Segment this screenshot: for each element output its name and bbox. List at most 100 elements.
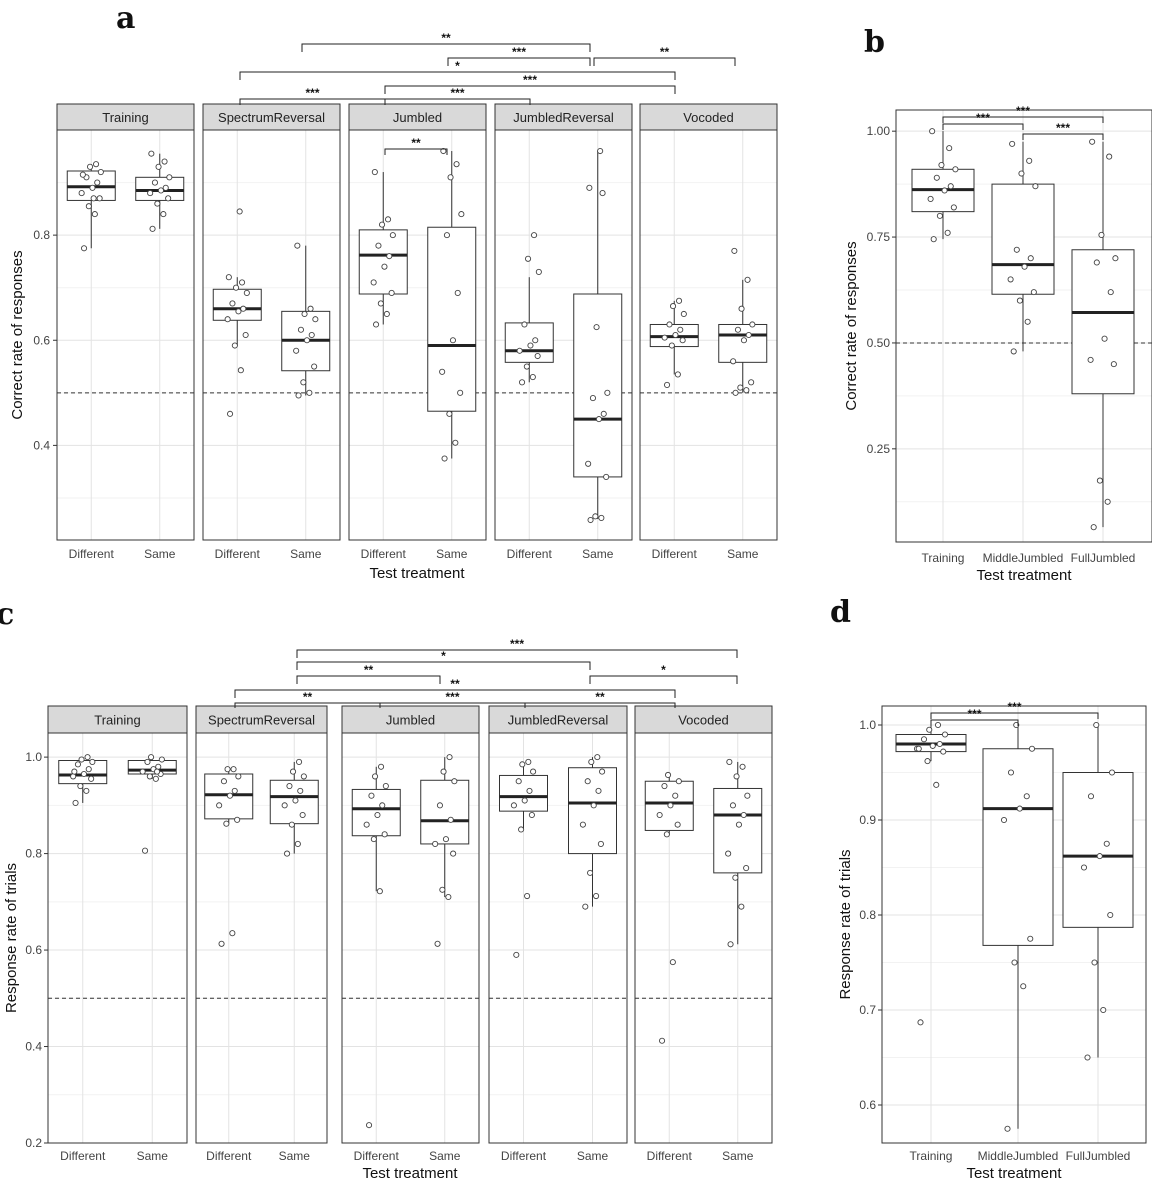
data-point (446, 410, 453, 417)
data-point (1013, 246, 1020, 253)
chart-root: Training Different Same 0.4 0.6 0.8 SpectrumRe… (3, 31, 1152, 1182)
data-point (81, 245, 88, 252)
data-point (218, 940, 225, 947)
box-Different (204, 766, 254, 947)
data-point (523, 363, 530, 370)
data-point (670, 303, 677, 310)
data-point (231, 787, 238, 794)
data-point (587, 869, 594, 876)
bracket-line (589, 675, 738, 684)
data-point (941, 187, 948, 194)
panel-border (881, 705, 1147, 1144)
data-point (675, 778, 682, 785)
data-point (225, 274, 232, 281)
data-point (744, 276, 751, 283)
data-point (725, 850, 732, 857)
facet-c-2: Jumbled Different Same (341, 705, 480, 1163)
data-point (454, 289, 461, 296)
panel-border (895, 109, 1152, 543)
data-point (286, 783, 293, 790)
data-point (295, 758, 303, 765)
data-point (595, 416, 603, 423)
data-point (920, 736, 928, 743)
data-point (1000, 816, 1008, 824)
data-point (226, 792, 233, 799)
box-Same (713, 758, 763, 948)
data-point (384, 216, 392, 223)
facet-c-3: JumbledReversal Different Same (488, 705, 628, 1163)
data-point (526, 787, 533, 794)
x-tick-label: Same (279, 1149, 311, 1163)
data-point (146, 773, 153, 780)
data-point (235, 773, 242, 780)
data-point (1096, 477, 1103, 484)
data-point (672, 331, 679, 339)
data-point (441, 455, 448, 462)
data-point (677, 326, 684, 333)
facet-a-3: JumbledReversal Different Same (494, 103, 633, 561)
data-point (93, 161, 100, 168)
data-point (933, 781, 940, 788)
data-point (519, 761, 526, 768)
y-tick-label: 0.7 (859, 1003, 876, 1017)
facet-strip-label: JumbledReversal (508, 713, 609, 728)
data-point (1010, 348, 1017, 355)
bracket-line (1022, 133, 1104, 140)
facet-strip-label: JumbledReversal (513, 110, 614, 125)
data-point (216, 802, 223, 809)
data-point (1093, 259, 1100, 266)
data-point (293, 347, 300, 354)
significance-label: *** (450, 86, 464, 100)
data-point (288, 821, 295, 828)
bracket-line (296, 661, 591, 670)
panel-border (47, 732, 188, 1144)
data-point (447, 174, 454, 181)
data-point (1101, 335, 1108, 342)
significance-label: *** (976, 111, 990, 125)
significance-label: *** (1007, 700, 1021, 714)
box-body (991, 183, 1055, 295)
data-point (451, 778, 458, 785)
data-point (530, 768, 537, 775)
data-point (370, 836, 377, 843)
data-point (936, 212, 943, 219)
data-point (944, 229, 951, 236)
box-Training (895, 721, 967, 1026)
significance-label: *** (1056, 121, 1070, 135)
data-point (236, 208, 243, 215)
data-point (593, 324, 600, 331)
data-point (226, 410, 234, 417)
data-point (1018, 170, 1025, 177)
data-point (299, 811, 306, 819)
box-FullJumbled (1071, 138, 1135, 531)
data-point (1080, 864, 1088, 871)
data-point (589, 395, 597, 402)
data-point (727, 941, 734, 948)
data-point (85, 203, 92, 210)
facet-a-1: SpectrumReversal Different Same (202, 103, 341, 561)
significance-bracket: *** (379, 690, 526, 708)
data-point (600, 410, 607, 417)
box-Same (420, 754, 470, 947)
bracket-line (942, 123, 1024, 130)
data-point (740, 337, 748, 344)
bracket-line (930, 719, 1019, 726)
data-point (929, 742, 936, 749)
y-tick-label: 0.6 (859, 1098, 876, 1112)
data-point (1093, 721, 1100, 729)
box-Different (499, 758, 548, 958)
facet-c-4: Vocoded Different Same (634, 705, 773, 1163)
significance-bracket: *** (384, 73, 676, 94)
data-point (389, 232, 396, 239)
y-tick-label: 0.8 (25, 847, 42, 861)
box-Same (127, 754, 177, 854)
box-Different (358, 169, 408, 328)
data-point (1007, 276, 1014, 283)
data-point (94, 179, 101, 186)
data-point (452, 439, 459, 446)
data-point (229, 930, 236, 937)
y-tick-label: 0.8 (859, 908, 876, 922)
significance-bracket: ** (296, 663, 441, 684)
data-point (289, 768, 297, 775)
y-tick-label: 0.25 (867, 442, 891, 456)
